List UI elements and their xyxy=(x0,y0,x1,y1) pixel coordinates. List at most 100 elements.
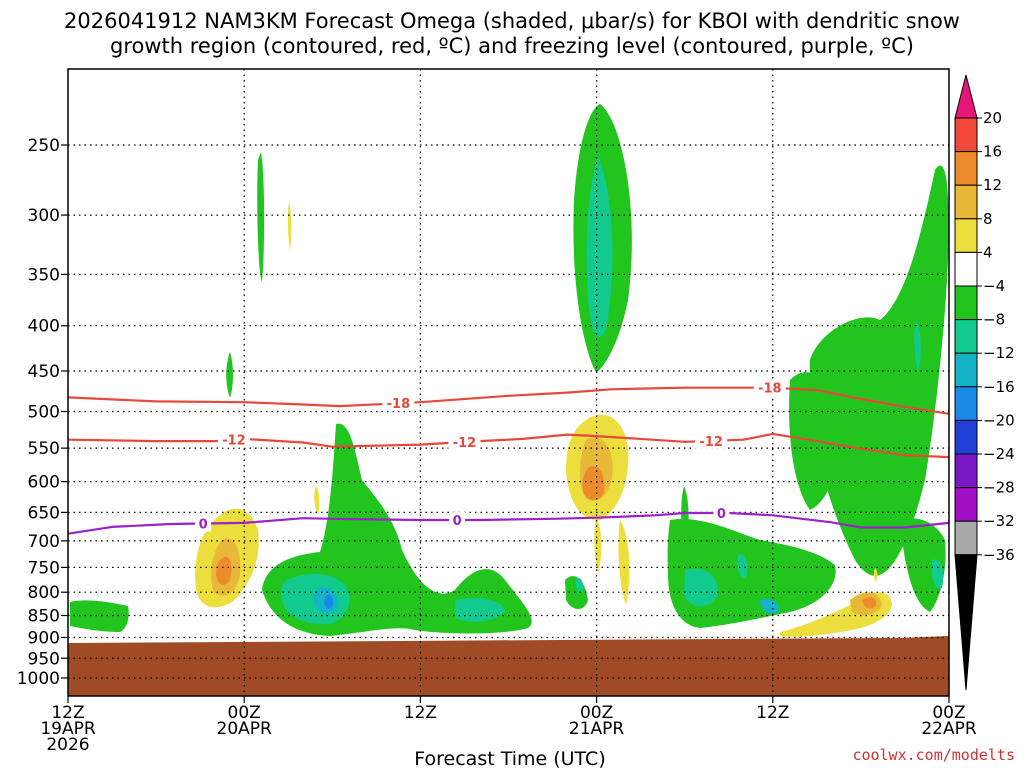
contour-label-bg-0 xyxy=(382,395,415,412)
colorbar-bin-6 xyxy=(954,285,978,321)
omega-region-center-yellow-3 xyxy=(618,520,630,605)
colorbar-label-2: 12 xyxy=(983,176,1002,194)
colorbar-bottom-arrow xyxy=(954,554,978,691)
omega-region-right-yellow-2 xyxy=(873,568,878,582)
y-tick-label-350: 350 xyxy=(28,265,60,285)
chart-title-line-2: growth region (contoured, red, ºC) and f… xyxy=(110,34,914,58)
colorbar-top-arrow xyxy=(954,74,978,119)
y-tick-label-700: 700 xyxy=(28,532,60,552)
colorbar-bin-1 xyxy=(954,117,978,153)
colorbar-label-3: 8 xyxy=(983,210,993,228)
contour-label-bg-1 xyxy=(753,379,786,396)
colorbar-bin-12 xyxy=(954,487,978,522)
contour-label-bg-3 xyxy=(448,433,481,450)
x-tick-label-60-1: 22APR xyxy=(921,719,977,739)
colorbar-label-10: −24 xyxy=(983,445,1015,463)
contour-label-0: -18 xyxy=(387,397,411,412)
contour-label-5: 0 xyxy=(199,518,208,533)
colorbar-label-9: −20 xyxy=(983,411,1015,429)
x-tick-label-0-1: 19APR xyxy=(40,719,96,739)
contour-label-2: -12 xyxy=(222,434,246,449)
contour-label-bg-4 xyxy=(695,432,728,449)
x-tick-label-0-2: 2026 xyxy=(46,735,89,755)
x-tick-label-24-0: 12Z xyxy=(404,703,437,723)
colorbar-label-0: 20 xyxy=(983,109,1002,127)
ground-terrain xyxy=(68,636,949,696)
contour-label-7: 0 xyxy=(717,507,726,522)
colorbar-label-7: −12 xyxy=(983,344,1015,362)
omega-shading-layer xyxy=(70,104,949,637)
contour-label-bg-7 xyxy=(713,504,730,521)
x-tick-label-48-0: 12Z xyxy=(756,703,789,723)
y-tick-label-450: 450 xyxy=(28,362,60,382)
colorbar-bin-4 xyxy=(954,218,978,253)
omega-region-right-teal-2 xyxy=(684,568,719,607)
y-tick-label-600: 600 xyxy=(28,473,60,493)
colorbar-label-5: −4 xyxy=(983,277,1005,295)
omega-region-center-orange xyxy=(582,465,605,501)
y-tick-label-250: 250 xyxy=(28,136,60,156)
omega-region-upper-green-1 xyxy=(257,152,265,282)
omega-region-right-teal-1 xyxy=(914,320,921,372)
colorbar-bin-3 xyxy=(954,184,978,220)
colorbar-label-4: 4 xyxy=(983,243,993,261)
omega-region-right-green-1 xyxy=(809,165,949,576)
colorbar-label-11: −28 xyxy=(983,479,1015,497)
omega-region-center-teal-2 xyxy=(575,577,584,593)
contour-line-minus18 xyxy=(67,386,950,415)
omega-region-right-orange-1 xyxy=(862,597,877,609)
contour-label-3: -12 xyxy=(453,436,477,451)
omega-region-right-teal-4 xyxy=(931,559,944,589)
credit-text: coolwx.com/modelts xyxy=(852,746,1015,764)
colorbar-label-12: −32 xyxy=(983,512,1015,530)
colorbar-bin-7 xyxy=(954,319,978,354)
y-tick-label-900: 900 xyxy=(28,628,60,648)
contour-label-bg-5 xyxy=(195,515,212,532)
contour-label-4: -12 xyxy=(699,435,723,450)
contour-label-bg-2 xyxy=(217,431,250,448)
y-tick-label-1000: 1000 xyxy=(17,669,60,689)
contour-labels: -18 -18 -12 -12 -12 0 0 0 xyxy=(195,379,786,533)
y-tick-label-300: 300 xyxy=(28,206,60,226)
contour-label-1: -18 xyxy=(758,382,782,397)
omega-region-left-orange xyxy=(216,556,232,585)
chart-title-line-1: 2026041912 NAM3KM Forecast Omega (shaded… xyxy=(64,9,960,33)
omega-region-left-green xyxy=(70,600,129,632)
omega-region-mid-blue-1 xyxy=(324,594,334,609)
colorbar-bin-8 xyxy=(954,352,978,388)
colorbar-label-8: −16 xyxy=(983,378,1015,396)
x-tick-label-12-1: 20APR xyxy=(217,719,273,739)
x-tick-label-60-0: 00Z xyxy=(932,703,965,723)
omega-region-right-teal-3 xyxy=(737,554,748,579)
x-tick-label-36-1: 21APR xyxy=(569,719,625,739)
omega-region-upper-yellow-1 xyxy=(287,202,292,250)
colorbar-bin-9 xyxy=(954,386,978,421)
omega-region-right-green-4 xyxy=(681,486,689,545)
x-axis-label: Forecast Time (UTC) xyxy=(414,748,605,768)
y-tick-label-850: 850 xyxy=(28,607,60,627)
omega-region-right-green-5 xyxy=(900,518,946,612)
y-axis-pressure: 2503003504004505005506006507007508008509… xyxy=(17,136,68,689)
y-tick-label-500: 500 xyxy=(28,403,60,423)
grid-lines xyxy=(68,69,949,696)
y-tick-label-400: 400 xyxy=(28,317,60,337)
colorbar-bin-2 xyxy=(954,151,978,186)
colorbar: 20 16 12 8 4 −4 −8 −12 −16 −20 −24 −28 −32 −36 xyxy=(954,74,1015,691)
colorbar-label-13: −36 xyxy=(983,546,1015,564)
plot-border xyxy=(67,68,950,697)
colorbar-bin-13 xyxy=(954,520,978,556)
x-tick-label-36-0: 00Z xyxy=(580,703,613,723)
colorbar-bin-5 xyxy=(954,251,978,287)
x-tick-label-12-0: 00Z xyxy=(228,703,261,723)
omega-region-left-yellow-2 xyxy=(314,486,320,515)
colorbar-label-1: 16 xyxy=(983,143,1002,161)
y-tick-label-750: 750 xyxy=(28,558,60,578)
colorbar-bin-10 xyxy=(954,419,978,455)
colorbar-bin-11 xyxy=(954,453,978,489)
colorbar-label-6: −8 xyxy=(983,311,1005,329)
omega-region-upper-green-2 xyxy=(226,352,233,398)
contour-label-bg-6 xyxy=(449,511,466,528)
omega-region-upper-teal-1 xyxy=(586,156,613,338)
